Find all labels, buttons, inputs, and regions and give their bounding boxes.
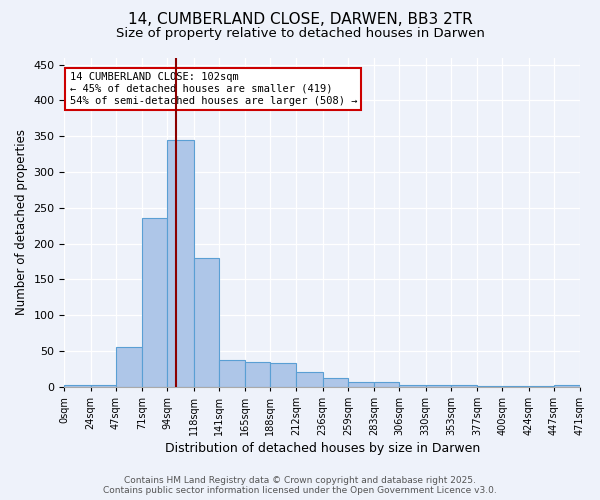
Bar — [167, 140, 194, 386]
Bar — [116, 348, 142, 387]
Text: Contains HM Land Registry data © Crown copyright and database right 2025.
Contai: Contains HM Land Registry data © Crown c… — [103, 476, 497, 495]
Bar — [348, 382, 374, 386]
Y-axis label: Number of detached properties: Number of detached properties — [15, 129, 28, 315]
Bar — [91, 384, 116, 386]
Bar — [451, 385, 477, 386]
Bar — [219, 360, 245, 386]
Bar — [400, 384, 425, 386]
Bar — [425, 384, 451, 386]
Bar — [554, 384, 580, 386]
Bar — [64, 384, 91, 386]
Bar — [270, 363, 296, 386]
Bar — [194, 258, 219, 386]
Bar — [142, 218, 167, 386]
X-axis label: Distribution of detached houses by size in Darwen: Distribution of detached houses by size … — [164, 442, 480, 455]
Text: Size of property relative to detached houses in Darwen: Size of property relative to detached ho… — [116, 28, 484, 40]
Bar — [296, 372, 323, 386]
Text: 14 CUMBERLAND CLOSE: 102sqm
← 45% of detached houses are smaller (419)
54% of se: 14 CUMBERLAND CLOSE: 102sqm ← 45% of det… — [70, 72, 357, 106]
Bar — [245, 362, 270, 386]
Bar — [323, 378, 348, 386]
Text: 14, CUMBERLAND CLOSE, DARWEN, BB3 2TR: 14, CUMBERLAND CLOSE, DARWEN, BB3 2TR — [128, 12, 472, 28]
Bar — [374, 382, 400, 386]
